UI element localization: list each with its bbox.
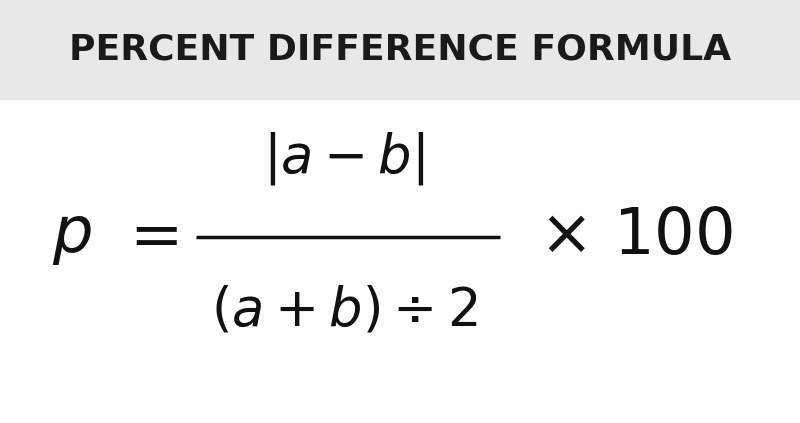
Text: $\times\ 100$: $\times\ 100$	[539, 206, 733, 267]
Text: $\mathit{(a + b) \div 2}$: $\mathit{(a + b) \div 2}$	[210, 286, 478, 336]
Text: $=$: $=$	[118, 206, 178, 267]
Text: PERCENT DIFFERENCE FORMULA: PERCENT DIFFERENCE FORMULA	[69, 33, 731, 67]
Text: $|a - b|$: $|a - b|$	[263, 130, 425, 187]
Text: $\mathit{p}$: $\mathit{p}$	[52, 206, 92, 267]
Bar	[0, 0, 800, 99]
